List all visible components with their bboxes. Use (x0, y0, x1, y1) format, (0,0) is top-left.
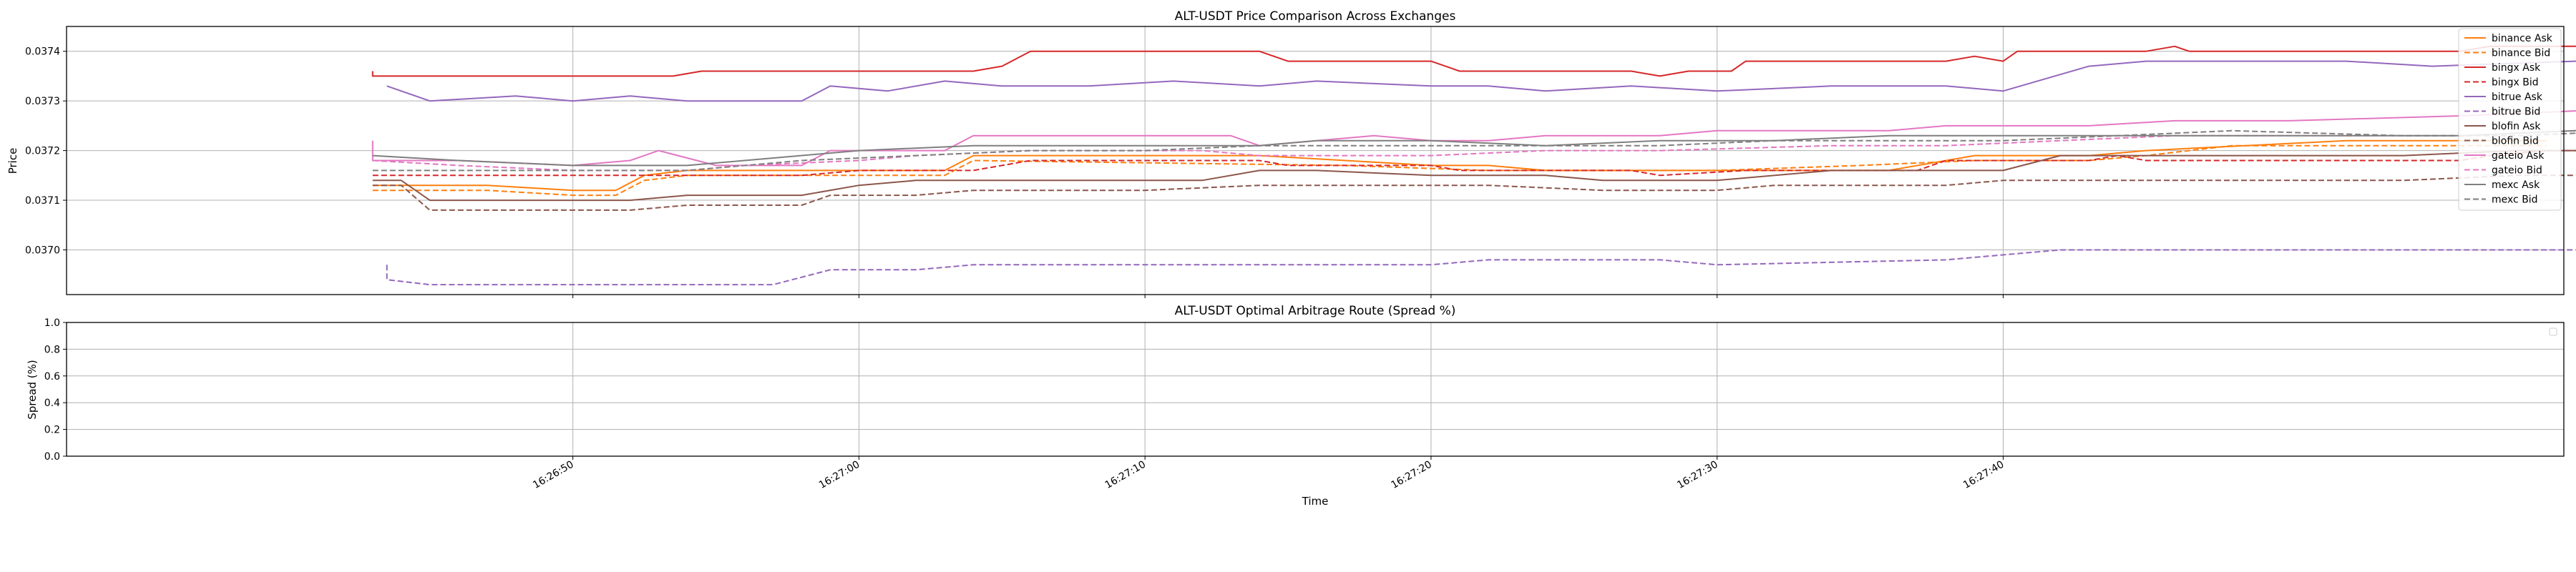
price-chart-frame (66, 26, 2565, 295)
legend-label: bingx Bid (2492, 77, 2539, 89)
price-chart-title: ALT-USDT Price Comparison Across Exchang… (1175, 9, 1456, 24)
legend-label: gateio Ask (2492, 150, 2545, 162)
price-chart-ylabel: Price (6, 148, 19, 174)
spread-chart-frame (66, 322, 2565, 457)
series-line-blofin-bid (372, 174, 2576, 211)
spread-chart-y-ticks: 0.0 0.2 0.4 0.6 0.8 1.0 (44, 317, 67, 463)
price-chart: ALT-USDT Price Comparison Across Exchang… (6, 9, 2576, 298)
series-line-bitrue-ask (386, 60, 2576, 102)
spread-chart-ylabel: Spread (%) (26, 360, 39, 420)
series-line-bitrue-bid (386, 249, 2576, 286)
spread-chart-x-tick-label: 16:27:10 (1103, 459, 1148, 491)
legend-label: mexc Bid (2492, 194, 2538, 206)
spread-chart-x-tick-label: 16:27:20 (1389, 459, 1433, 491)
legend-label: bitrue Ask (2492, 92, 2543, 103)
spread-chart-y-tick-label: 0.2 (44, 425, 60, 436)
spread-chart-x-tick-label: 16:27:40 (1961, 459, 2006, 491)
legend-label: binance Bid (2492, 48, 2550, 59)
price-chart-y-tick-label: 0.0370 (25, 245, 60, 257)
series-line-binance-ask (372, 139, 2547, 192)
spread-chart-x-tick-label: 16:26:50 (531, 459, 575, 491)
price-chart-x-ticks (572, 295, 2004, 298)
price-chart-y-tick-label: 0.0373 (25, 96, 60, 107)
spread-chart: ALT-USDT Optimal Arbitrage Route (Spread… (26, 304, 2565, 508)
spread-chart-xlabel: Time (1302, 495, 1329, 508)
spread-chart-y-tick-label: 0.4 (44, 398, 60, 409)
price-chart-y-tick-label: 0.0372 (25, 146, 60, 157)
price-chart-series (371, 45, 2576, 286)
price-chart-y-ticks: 0.0370 0.0371 0.0372 0.0373 0.0374 (25, 46, 67, 257)
spread-chart-x-ticks: 16:26:50 16:27:00 16:27:10 16:27:20 16:27:30… (531, 456, 2006, 491)
spread-chart-y-tick-label: 0.0 (44, 451, 60, 463)
legend-box (2458, 28, 2562, 211)
spread-chart-y-tick-label: 1.0 (44, 317, 60, 329)
price-chart-y-tick-label: 0.0374 (25, 46, 60, 58)
series-line-mexc-bid (372, 129, 2576, 172)
price-chart-legend: binance Ask binance Bid bingx Ask bingx Bid… (2458, 28, 2562, 211)
spread-chart-empty-legend (2549, 327, 2557, 336)
legend-label: gateio Bid (2492, 165, 2542, 177)
spread-chart-title: ALT-USDT Optimal Arbitrage Route (Spread… (1175, 304, 1456, 318)
legend-label: blofin Ask (2492, 121, 2541, 132)
spread-chart-grid (67, 322, 2564, 457)
spread-chart-y-tick-label: 0.6 (44, 371, 60, 383)
series-line-mexc-ask (372, 129, 2576, 167)
spread-chart-x-tick-label: 16:27:30 (1675, 459, 1719, 491)
series-line-bingx-ask (371, 45, 2576, 77)
price-chart-y-tick-label: 0.0371 (25, 195, 60, 207)
legend-label: bitrue Bid (2492, 107, 2540, 118)
legend-label: binance Ask (2492, 33, 2553, 44)
series-line-gateio-ask (371, 110, 2576, 167)
spread-chart-y-tick-label: 0.8 (44, 344, 60, 355)
legend-label: blofin Bid (2492, 136, 2539, 147)
spread-chart-x-tick-label: 16:27:00 (817, 459, 862, 491)
legend-label: mexc Ask (2492, 179, 2540, 191)
legend-label: bingx Ask (2492, 62, 2541, 74)
